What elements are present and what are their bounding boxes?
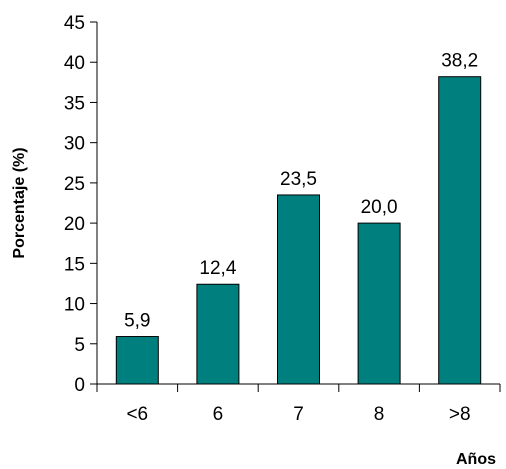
y-tick-label: 20	[64, 214, 85, 235]
x-tick-label: >8	[449, 404, 471, 425]
bars	[115, 76, 482, 385]
data-label: 23,5	[280, 169, 317, 190]
x-tick-label: 7	[293, 404, 304, 425]
x-tick-label: 6	[213, 404, 224, 425]
y-tick-label: 10	[64, 295, 85, 316]
y-tick-label: 25	[64, 174, 85, 195]
data-labels: 5,9 12,4 23,5 20,0 38,2	[124, 51, 478, 332]
x-axis-ticks: <6 6 7 8 >8	[96, 384, 501, 425]
bar	[115, 336, 159, 385]
y-tick-label: 30	[64, 134, 85, 155]
y-tick-label: 0	[74, 375, 85, 396]
bar	[438, 76, 482, 385]
data-label: 12,4	[199, 258, 236, 279]
data-label: 20,0	[361, 197, 398, 218]
data-label: 5,9	[124, 311, 150, 332]
bar	[357, 222, 401, 385]
y-axis-ticks: 0 5 10 15 20 25 30 35 40 45	[64, 13, 97, 396]
x-tick-label: 8	[374, 404, 385, 425]
y-axis-title: Porcentaje (%)	[11, 147, 28, 258]
y-tick-label: 40	[64, 53, 85, 74]
bar	[277, 194, 320, 385]
x-axis-title: Años	[456, 451, 496, 468]
x-tick-label: <6	[126, 404, 148, 425]
y-tick-label: 45	[64, 13, 85, 34]
bar	[196, 283, 240, 385]
data-label: 38,2	[441, 51, 478, 72]
y-tick-label: 15	[64, 254, 85, 275]
y-tick-label: 5	[74, 335, 85, 356]
y-tick-label: 35	[64, 93, 85, 114]
